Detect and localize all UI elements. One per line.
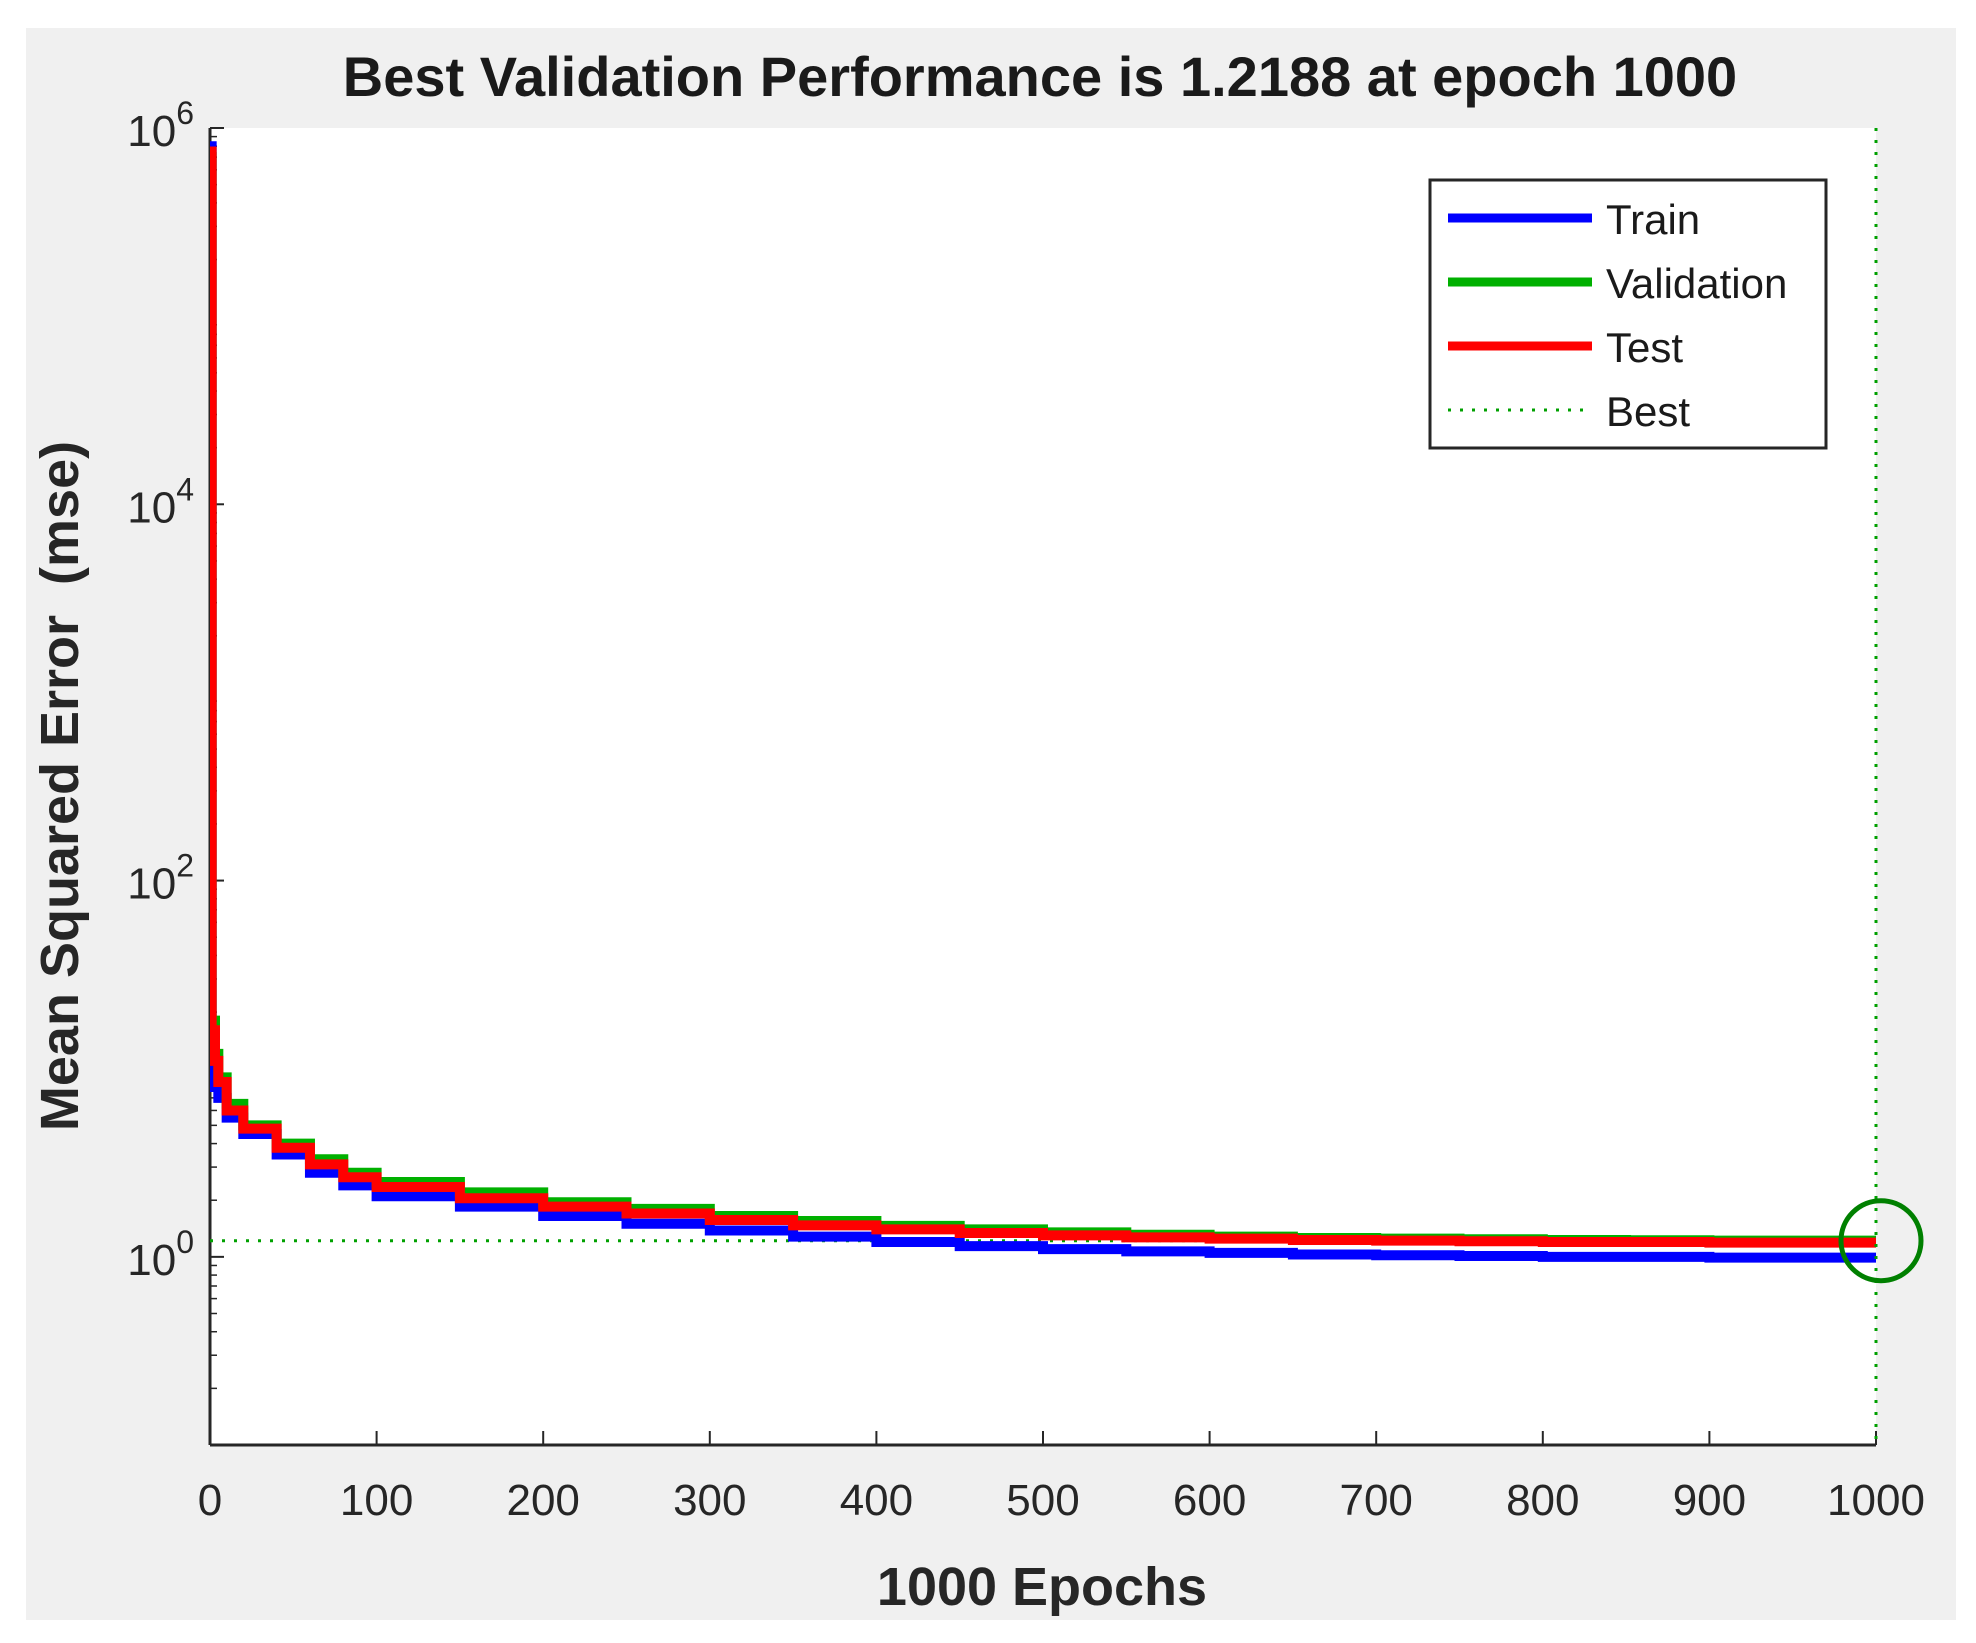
y-tick-base: 10 — [127, 860, 176, 909]
x-tick-label: 900 — [1673, 1476, 1746, 1525]
legend-label-test: Test — [1606, 324, 1683, 371]
x-tick-label: 600 — [1173, 1476, 1246, 1525]
y-tick-label: 102 — [127, 848, 194, 909]
chart-title: Best Validation Performance is 1.2188 at… — [343, 45, 1737, 108]
y-tick-base: 10 — [127, 107, 176, 156]
x-ticks: 0 100 200 300 400 500 600 700 800 900 1000 — [198, 1431, 1925, 1525]
y-tick-exponent: 4 — [176, 471, 194, 507]
x-tick-label: 400 — [840, 1476, 913, 1525]
y-axis-label: Mean Squared Error (mse) — [30, 441, 90, 1131]
legend-label-validation: Validation — [1606, 260, 1787, 307]
x-tick-label: 700 — [1339, 1476, 1412, 1525]
y-tick-exponent: 0 — [176, 1224, 194, 1260]
x-tick-label: 300 — [673, 1476, 746, 1525]
y-tick-label: 106 — [127, 95, 194, 156]
y-tick-exponent: 2 — [176, 848, 194, 884]
legend: Train Validation Test Best — [1428, 178, 1828, 450]
x-tick-label: 200 — [506, 1476, 579, 1525]
x-tick-label: 0 — [198, 1476, 222, 1525]
y-tick-exponent: 6 — [176, 95, 194, 131]
legend-box — [1428, 178, 1828, 450]
best-point-marker — [1838, 1198, 1924, 1284]
x-axis-label: 1000 Epochs — [877, 1557, 1207, 1617]
y-tick-base: 10 — [127, 1236, 176, 1285]
series-line-train — [210, 141, 1876, 1263]
x-tick-label: 800 — [1506, 1476, 1579, 1525]
x-tick-label: 1000 — [1827, 1476, 1925, 1525]
legend-label-best: Best — [1606, 388, 1690, 435]
x-tick-label: 500 — [1006, 1476, 1079, 1525]
x-tick-label: 100 — [340, 1476, 413, 1525]
y-tick-label: 100 — [127, 1224, 194, 1285]
series-layer — [210, 141, 1876, 1263]
legend-label-train: Train — [1606, 196, 1700, 243]
series-line-test — [210, 146, 1876, 1248]
y-tick-label: 104 — [127, 471, 194, 532]
y-tick-base: 10 — [127, 483, 176, 532]
